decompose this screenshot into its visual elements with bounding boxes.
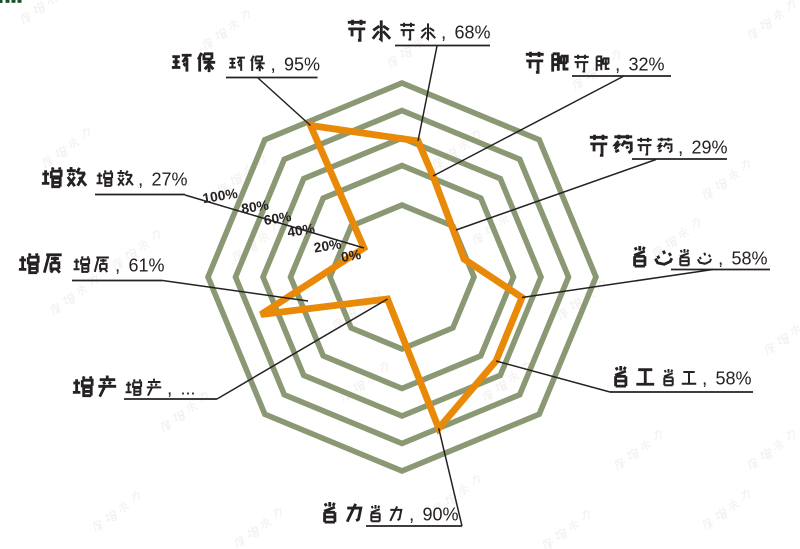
svg-text:58%: 58% (732, 249, 768, 269)
svg-text:58%: 58% (716, 369, 752, 389)
svg-text:0%: 0% (340, 247, 362, 265)
svg-text:,: , (115, 256, 120, 277)
svg-text:,: , (138, 170, 143, 191)
svg-text:,: , (718, 249, 723, 270)
svg-text:,: , (441, 23, 446, 44)
svg-text:40%: 40% (286, 221, 316, 240)
svg-text:32%: 32% (629, 55, 665, 75)
svg-text:,: , (409, 505, 414, 526)
svg-text:20%: 20% (313, 236, 343, 255)
svg-text:,: , (702, 369, 707, 390)
svg-text:,: , (678, 138, 683, 159)
svg-text:60%: 60% (263, 209, 293, 228)
svg-text:95%: 95% (284, 55, 320, 75)
svg-text:80%: 80% (240, 197, 270, 216)
svg-text:100%: 100% (201, 186, 238, 206)
svg-text:68%: 68% (455, 23, 491, 43)
svg-text:,: , (271, 55, 276, 76)
svg-text:29%: 29% (692, 138, 728, 158)
svg-text:27%: 27% (152, 170, 188, 190)
svg-text:...: ... (181, 379, 196, 399)
svg-text:,: , (615, 55, 620, 76)
svg-text:,: , (167, 379, 172, 400)
svg-text:61%: 61% (129, 256, 165, 276)
svg-text:90%: 90% (423, 505, 459, 525)
